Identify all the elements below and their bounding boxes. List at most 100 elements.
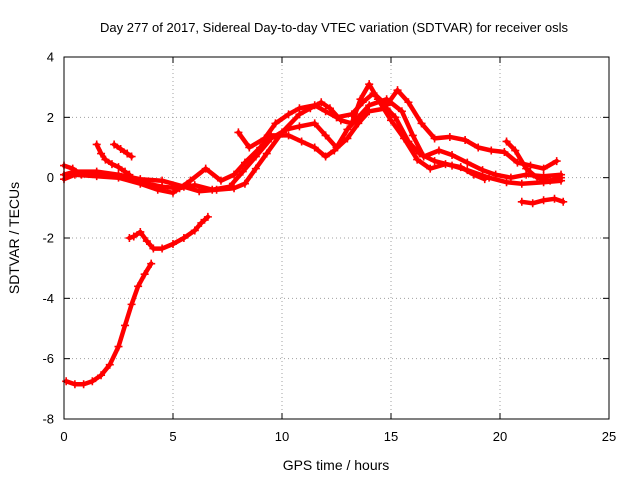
data-point [448, 151, 457, 160]
y-tick-label: 2 [47, 110, 54, 125]
data-point [179, 234, 188, 242]
data-point [511, 146, 520, 155]
data-point [295, 104, 304, 113]
data-point [369, 89, 378, 98]
x-tick-label: 10 [275, 429, 289, 444]
data-point [169, 188, 177, 197]
data-point [123, 149, 132, 158]
data-point [101, 155, 110, 164]
data-point [474, 143, 483, 152]
data-point [502, 137, 511, 146]
data-point [153, 185, 162, 194]
data-point [127, 152, 136, 161]
data-point [404, 137, 413, 146]
data-point [142, 237, 151, 246]
data-point [245, 143, 254, 152]
data-point [404, 98, 413, 107]
data-point [240, 179, 249, 188]
data-point [539, 164, 548, 173]
data-point [397, 107, 406, 116]
data-point [408, 131, 417, 140]
x-axis-label: GPS time / hours [283, 457, 390, 473]
data-point [445, 132, 454, 141]
data-point [343, 125, 352, 134]
tick-labels: 0 5 10 15 20 25 -8 -6 -4 -2 0 2 4 [42, 50, 616, 445]
data-point [136, 179, 145, 188]
data-point [260, 134, 269, 143]
series-track-i [62, 259, 156, 389]
data-point [97, 149, 106, 158]
data-point [430, 134, 439, 143]
data-point [114, 342, 123, 351]
data-point [295, 122, 304, 131]
data-point [485, 173, 494, 182]
data-point [500, 148, 509, 157]
series-track-d [234, 86, 561, 173]
data-point [88, 377, 97, 386]
data-point [517, 179, 526, 188]
data-point [321, 107, 330, 116]
x-tick-label: 25 [602, 429, 616, 444]
data-point [528, 199, 537, 208]
x-tick-label: 0 [60, 429, 67, 444]
y-tick-label: -8 [42, 412, 54, 427]
data-point [550, 194, 559, 203]
data-point [310, 101, 319, 110]
data-point [506, 173, 515, 182]
data-point [533, 173, 542, 182]
data-point [110, 140, 119, 149]
data-point [190, 226, 199, 235]
data-point [190, 181, 199, 190]
data-point [297, 137, 306, 146]
data-point [203, 212, 212, 221]
data-point [149, 244, 158, 253]
data-point [526, 161, 535, 170]
data-point [92, 140, 101, 149]
data-point [413, 155, 422, 164]
data-point [116, 145, 125, 154]
data-point [321, 131, 330, 140]
data-point [262, 149, 271, 158]
chart-title: Day 277 of 2017, Sidereal Day-to-day VTE… [100, 20, 568, 35]
data-point [321, 152, 330, 161]
data-point [354, 119, 363, 128]
data-point [559, 197, 568, 206]
data-point [114, 163, 123, 172]
series-track-j [125, 212, 212, 253]
data-point [256, 143, 265, 152]
data-point [186, 176, 195, 185]
data-point [129, 232, 138, 241]
data-point [68, 164, 77, 173]
data-point [125, 170, 134, 179]
data-point [238, 167, 247, 176]
data-point [225, 182, 234, 191]
data-point [169, 240, 177, 249]
data-point [382, 101, 391, 110]
data-point [121, 321, 130, 330]
data-point [79, 380, 88, 389]
data-point [325, 104, 334, 113]
y-tick-label: 4 [47, 50, 54, 65]
data-series [60, 80, 568, 389]
series-track-g [92, 140, 134, 179]
data-point [415, 149, 424, 158]
data-point [478, 166, 487, 175]
y-tick-label: -2 [42, 231, 54, 246]
series-track-e [502, 137, 566, 185]
plot-frame [63, 56, 610, 420]
data-point [358, 98, 367, 107]
data-point [251, 164, 260, 173]
data-point [522, 164, 531, 173]
data-point [347, 110, 356, 119]
data-point [197, 218, 206, 227]
data-point [284, 110, 293, 119]
data-point [105, 360, 114, 369]
data-point [240, 158, 249, 167]
data-point [107, 160, 116, 169]
x-tick-label: 5 [169, 429, 176, 444]
data-point [448, 161, 457, 170]
data-point [271, 119, 280, 128]
series-track-h [110, 140, 136, 161]
data-point [158, 244, 167, 253]
